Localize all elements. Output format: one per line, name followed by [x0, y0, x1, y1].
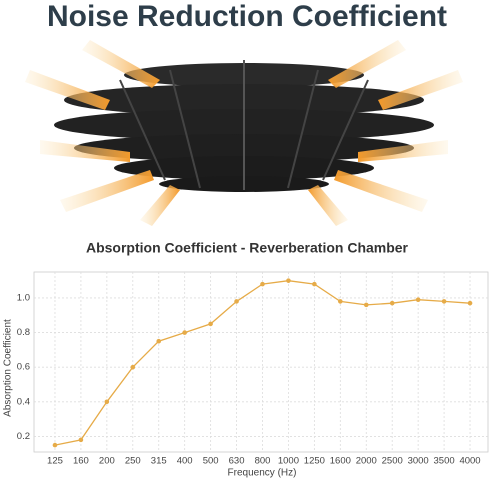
data-point: [78, 437, 84, 443]
data-point: [363, 302, 369, 308]
data-point: [234, 299, 239, 304]
x-tick-label: 3000: [408, 456, 429, 467]
x-tick-label: 200: [99, 456, 115, 467]
data-point: [104, 399, 110, 405]
x-tick-label: 315: [151, 456, 167, 467]
x-tick-label: 3500: [434, 456, 455, 467]
x-tick-label: 400: [177, 456, 193, 467]
y-tick-label: 0.6: [17, 362, 30, 373]
data-point: [441, 299, 447, 304]
y-tick-label: 0.8: [17, 327, 30, 338]
page-title: Noise Reduction Coefficient: [47, 0, 447, 33]
y-tick-label: 1.0: [17, 292, 30, 303]
x-tick-label: 500: [203, 456, 219, 467]
x-axis-label: Frequency (Hz): [228, 468, 297, 479]
y-tick-label: 0.2: [17, 431, 30, 442]
data-point: [389, 300, 395, 306]
product-illustration: [25, 40, 463, 226]
data-point: [260, 281, 265, 287]
x-tick-label: 2000: [356, 456, 377, 467]
data-point: [208, 321, 213, 327]
data-point: [286, 278, 291, 283]
chart-title: Absorption Coefficient - Reverberation C…: [86, 240, 409, 256]
x-tick-label: 1250: [304, 456, 325, 467]
data-point: [182, 330, 187, 335]
x-tick-label: 1000: [278, 456, 299, 467]
x-tick-label: 800: [255, 456, 271, 467]
data-point: [338, 299, 343, 304]
data-point: [130, 364, 136, 370]
plot-frame: [33, 271, 489, 453]
data-point: [415, 297, 421, 302]
data-point: [467, 300, 473, 306]
x-tick-label: 2500: [382, 456, 403, 467]
y-tick-label: 0.4: [17, 396, 30, 407]
x-tick-label: 160: [73, 456, 89, 467]
data-point: [52, 442, 58, 448]
data-point: [312, 281, 317, 287]
x-tick-label: 250: [125, 456, 141, 467]
x-tick-label: 4000: [459, 456, 480, 467]
x-tick-label: 1600: [330, 456, 351, 467]
x-tick-label: 125: [47, 456, 63, 467]
y-axis-label: Absorption Coefficient: [3, 319, 14, 417]
x-tick-label: 630: [229, 456, 245, 467]
data-point: [156, 338, 162, 344]
